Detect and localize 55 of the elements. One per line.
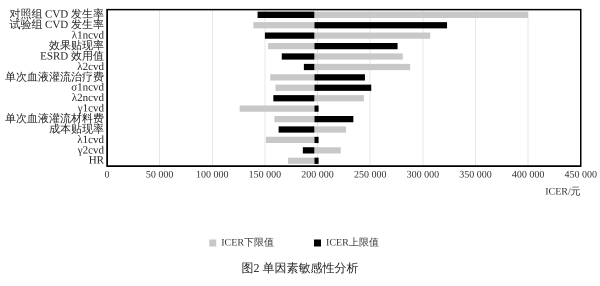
bar xyxy=(275,84,314,91)
legend-label: ICER上限值 xyxy=(326,236,379,249)
bar xyxy=(314,147,341,154)
text: 图2 单因素敏感性分析 xyxy=(240,260,360,277)
y-tick-label: λ2cvd xyxy=(77,60,104,73)
y-tick-label: γ2cvd xyxy=(76,144,104,156)
bar xyxy=(304,64,314,70)
bar xyxy=(314,64,410,70)
y-tick-label: 效果贴现率 xyxy=(49,38,104,52)
bar xyxy=(302,147,314,154)
y-tick-label: λ2ncvd xyxy=(72,92,104,104)
bar xyxy=(268,42,314,50)
bar xyxy=(278,126,314,133)
x-tick-label: 150 000 xyxy=(248,170,282,181)
bar xyxy=(314,22,448,28)
bar xyxy=(314,95,364,102)
y-tick-label: 单次血液灌流治疗费 xyxy=(5,70,104,84)
x-tick-label: 0 xyxy=(104,170,110,181)
bar xyxy=(266,136,314,144)
bar xyxy=(258,12,314,18)
bar xyxy=(240,106,314,112)
bar xyxy=(314,116,354,122)
x-axis-title: ICER/元 xyxy=(545,186,581,198)
bar xyxy=(270,74,314,80)
bar xyxy=(314,126,346,133)
x-tick-label: 100 000 xyxy=(196,170,229,181)
bar xyxy=(274,116,314,122)
bar xyxy=(314,74,365,80)
x-tick-label: 350 000 xyxy=(459,170,492,181)
bar xyxy=(253,22,314,28)
bar xyxy=(314,84,372,91)
bar xyxy=(314,42,398,50)
x-tick-label: 450 000 xyxy=(564,170,597,181)
y-tick-label: ESRD 效用值 xyxy=(40,50,104,62)
bar xyxy=(314,12,528,18)
x-tick-label: 200 000 xyxy=(301,170,334,181)
y-tick-label: HR xyxy=(88,154,105,167)
y-tick-label: 成本贴现率 xyxy=(49,122,104,136)
y-tick-label: 试验组 CVD 发生率 xyxy=(9,18,104,32)
x-tick-label: 250 000 xyxy=(354,170,386,181)
legend-label: ICER下限值 xyxy=(221,238,274,249)
x-tick-label: 50 000 xyxy=(146,170,174,181)
bar xyxy=(282,53,314,60)
bar xyxy=(288,158,314,164)
y-tick-label: λ1cvd xyxy=(77,134,104,146)
bar xyxy=(273,95,314,102)
bar xyxy=(314,136,319,144)
y-tick-label: σ1ncvd xyxy=(71,82,104,94)
bar xyxy=(314,106,319,112)
bar xyxy=(264,32,314,39)
bar xyxy=(314,53,403,60)
bar xyxy=(314,158,319,164)
bar xyxy=(314,32,430,39)
x-tick-label: 400 000 xyxy=(512,170,544,181)
x-tick-label: 300 000 xyxy=(406,170,440,181)
